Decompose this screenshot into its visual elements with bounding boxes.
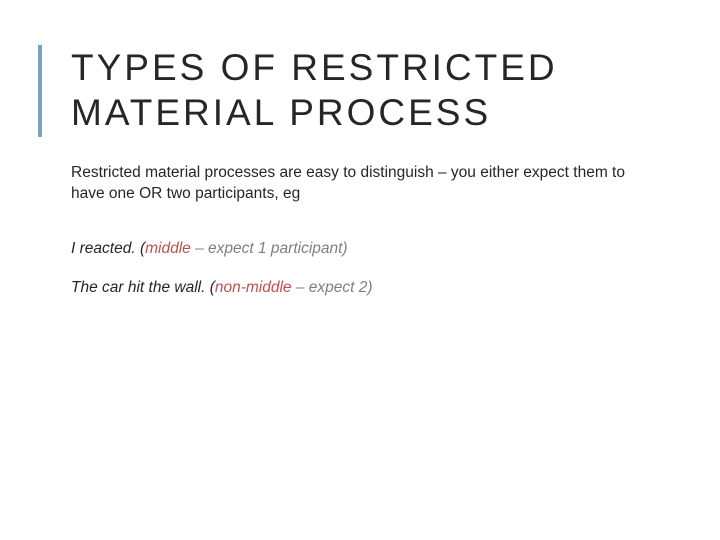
slide: TYPES OF RESTRICTED MATERIAL PROCESS Res…: [0, 0, 720, 540]
title-line-2: MATERIAL PROCESS: [71, 92, 491, 133]
example-2: The car hit the wall. (non-middle – expe…: [71, 278, 670, 299]
example-2-sentence: The car hit the wall.: [71, 279, 210, 296]
slide-body: Restricted material processes are easy t…: [71, 163, 670, 299]
intro-text: Restricted material processes are easy t…: [71, 163, 631, 205]
title-line-1: TYPES OF RESTRICTED: [71, 47, 558, 88]
example-1: I reacted. (middle – expect 1 participan…: [71, 239, 670, 260]
example-1-sentence: I reacted.: [71, 240, 140, 257]
accent-bar: [38, 45, 42, 137]
example-1-keyterm: middle: [145, 240, 191, 257]
slide-title: TYPES OF RESTRICTED MATERIAL PROCESS: [71, 45, 670, 135]
example-1-rest: – expect 1 participant): [191, 240, 348, 257]
example-2-keyterm: non-middle: [215, 279, 292, 296]
example-2-rest: – expect 2): [292, 279, 373, 296]
